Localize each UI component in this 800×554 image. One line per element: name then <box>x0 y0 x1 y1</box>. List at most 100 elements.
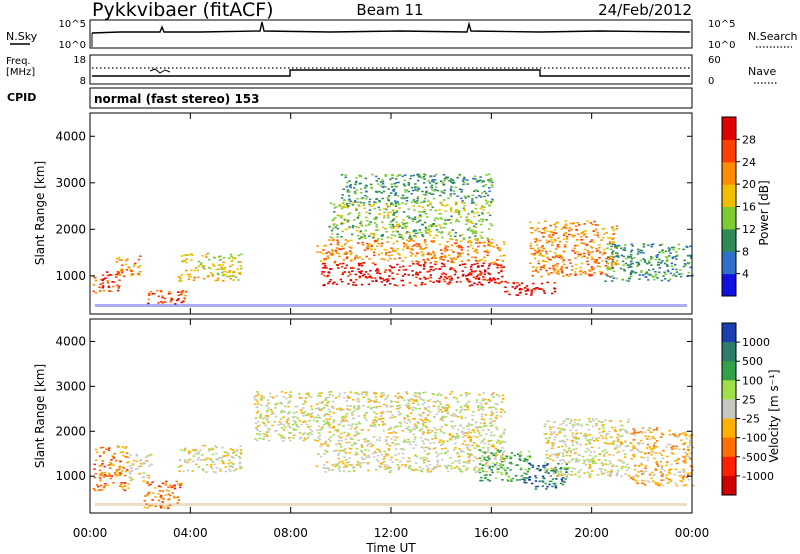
power-cell <box>435 225 438 228</box>
velocity-cell <box>298 396 301 398</box>
velocity-cell <box>629 432 633 435</box>
velocity-cell <box>489 422 492 424</box>
velocity-cell <box>235 468 238 470</box>
velocity-cell <box>367 454 370 457</box>
power-cell <box>530 253 533 255</box>
power-cell <box>364 229 367 232</box>
velocity-cell <box>500 434 503 437</box>
velocity-cell <box>668 478 671 481</box>
power-cell <box>339 205 342 208</box>
power-cell <box>391 272 394 274</box>
velocity-cell <box>355 451 358 454</box>
velocity-cell <box>467 448 470 451</box>
power-cell <box>463 176 466 179</box>
velocity-cell <box>595 438 598 440</box>
power-cell <box>615 277 618 280</box>
velocity-cell <box>148 504 151 507</box>
velocity-cell <box>653 457 656 460</box>
velocity-cell <box>315 416 318 419</box>
velocity-cell <box>637 443 641 445</box>
velocity-cell <box>418 393 421 396</box>
velocity-cell <box>302 433 305 436</box>
power-cell <box>547 273 550 276</box>
power-cell <box>407 182 410 184</box>
velocity-cell <box>675 436 678 438</box>
power-cell <box>410 238 413 241</box>
velocity-cell <box>107 464 110 467</box>
power-cell <box>604 273 607 275</box>
velocity-cell <box>424 446 428 449</box>
velocity-cell <box>558 430 562 432</box>
velocity-cell <box>583 472 586 474</box>
power-cell <box>452 257 455 259</box>
velocity-cell <box>355 447 359 450</box>
power-cell <box>116 257 119 260</box>
power-cell <box>470 211 474 214</box>
power-cell <box>106 271 109 273</box>
velocity-cell <box>602 421 605 423</box>
power-cell <box>349 267 353 269</box>
velocity-cell <box>467 400 470 403</box>
velocity-cell <box>316 421 319 423</box>
velocity-cell <box>142 472 145 474</box>
power-data <box>92 173 694 307</box>
power-cell <box>335 247 339 249</box>
power-cell <box>216 279 219 282</box>
velocity-cell <box>448 437 452 440</box>
velocity-cell <box>255 399 258 401</box>
power-cell <box>383 248 386 251</box>
velocity-cell <box>638 451 642 453</box>
power-cell <box>476 252 479 254</box>
velocity-cell <box>613 440 616 442</box>
velocity-cell <box>551 469 555 472</box>
power-cell <box>373 201 376 203</box>
velocity-cell <box>446 408 449 410</box>
power-cell <box>324 264 327 267</box>
velocity-cell <box>324 398 328 401</box>
power-cell <box>561 260 565 263</box>
power-cell <box>147 298 151 301</box>
power-cell <box>423 221 427 224</box>
power-cell <box>595 259 599 261</box>
velocity-cell <box>565 454 568 457</box>
power-cell <box>125 263 128 266</box>
power-cell <box>476 240 480 242</box>
velocity-cell <box>426 469 429 472</box>
velocity-cell <box>612 454 615 456</box>
power-cell <box>415 221 419 224</box>
velocity-cell <box>426 460 430 462</box>
power-cell <box>348 198 351 201</box>
velocity-cell <box>240 466 243 469</box>
velocity-cell <box>640 462 643 465</box>
velocity-cell <box>366 445 369 447</box>
velocity-cell <box>131 478 134 481</box>
velocity-cell <box>278 421 281 423</box>
velocity-cell <box>633 455 636 458</box>
velocity-cell <box>353 441 356 444</box>
velocity-cell <box>407 438 410 441</box>
power-cell <box>422 268 426 270</box>
power-cell <box>233 271 236 273</box>
velocity-cell <box>396 464 399 466</box>
power-cell <box>389 265 392 267</box>
velocity-cell <box>327 421 331 424</box>
velocity-cell <box>494 447 497 450</box>
velocity-cell <box>353 466 356 468</box>
power-cell <box>432 237 436 239</box>
velocity-cell <box>644 435 647 437</box>
velocity-cell <box>382 411 385 413</box>
velocity-cell <box>650 477 653 480</box>
power-cell <box>368 201 371 203</box>
power-cell <box>391 209 395 212</box>
velocity-cell <box>418 466 422 469</box>
velocity-cell <box>447 464 450 467</box>
velocity-cell <box>394 432 398 434</box>
velocity-cell <box>318 401 321 404</box>
power-cell <box>630 253 633 256</box>
power-cell <box>433 255 436 257</box>
velocity-cell <box>566 451 569 454</box>
power-cell <box>388 223 392 226</box>
power-cell <box>118 274 122 276</box>
velocity-cell <box>349 405 352 407</box>
velocity-cell <box>487 455 491 457</box>
